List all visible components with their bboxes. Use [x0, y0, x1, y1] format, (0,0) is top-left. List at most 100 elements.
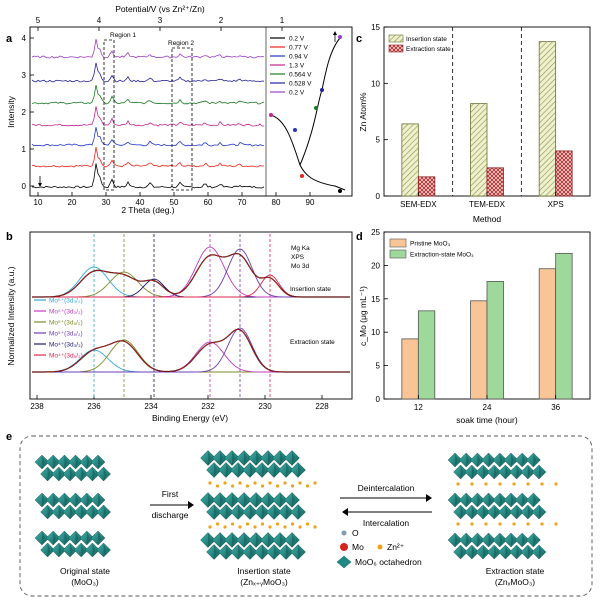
legend-label: Mo⁶⁺(3d₅/₂): [49, 320, 83, 327]
octahedron-shade: [250, 462, 253, 478]
x-tick-label: 10: [34, 198, 43, 207]
octahedron-shade: [75, 493, 79, 507]
bar: [417, 310, 436, 400]
xps-info-1: Mg Ka: [291, 245, 310, 252]
legend-swatch: [388, 44, 404, 53]
zn-ion: [260, 522, 265, 526]
octahedron-shade: [208, 492, 211, 508]
top-tick-label: 3: [158, 16, 163, 25]
zn-ion-icon: [377, 544, 383, 550]
octahedron-shade: [280, 450, 283, 466]
octahedron-shade: [533, 533, 537, 547]
octahedron-shade: [505, 465, 509, 479]
panel-a-top-ticks: 5 4 3 2 1: [36, 16, 285, 31]
octahedron-shade: [511, 493, 514, 507]
octahedron-shade: [483, 465, 486, 479]
zn-ion: [245, 522, 250, 526]
x-tick-label: 24: [483, 403, 492, 412]
zn-ion: [245, 484, 250, 488]
octahedron-shade: [298, 462, 301, 478]
zn-ion: [313, 481, 317, 485]
x-tick-label: 228: [315, 402, 329, 411]
panel-b-xps-curves: [32, 246, 350, 373]
bar: [486, 167, 504, 197]
legend-label: 0.94 V: [289, 54, 308, 61]
octahedron-shade: [75, 455, 79, 469]
bar: [538, 41, 557, 197]
octahedron-shade: [280, 532, 283, 548]
bar: [555, 150, 573, 197]
legend-label: Extraction state: [406, 46, 451, 53]
octahedron-shade: [499, 533, 503, 547]
x-tick-label: XPS: [548, 200, 564, 209]
octahedron-shade: [494, 545, 497, 559]
zn-ion: [290, 484, 295, 488]
octahedron-shade: [250, 544, 253, 560]
octahedron-shade: [483, 545, 486, 559]
octahedron-shade: [92, 543, 96, 557]
zn-ion: [253, 525, 257, 529]
bar: [538, 268, 557, 400]
octahedron-shade: [477, 493, 481, 507]
octahedron-shade: [256, 492, 259, 508]
panel-b-frame: [29, 231, 353, 400]
region-2-box: [171, 47, 193, 191]
octahedron-shade: [58, 543, 62, 557]
x-tick-label: 20: [68, 198, 77, 207]
octahedron-shade: [98, 531, 101, 545]
octahedron-shade: [92, 505, 96, 519]
octahedron-shade: [238, 504, 241, 520]
octahedron-shade: [208, 532, 211, 548]
panel-d-chart: 0 5 10 15 20 25 12 24 36 Pristine MoO₃ Extraction-…: [371, 228, 573, 412]
top-tick-label: 2: [219, 16, 224, 25]
octahedron-shade: [214, 544, 217, 560]
octahedron-shade: [455, 493, 458, 507]
octahedron-shade: [268, 492, 271, 508]
legend-label: 0.2 V: [289, 36, 305, 43]
extraction-fit: [32, 328, 350, 373]
legend-label: Extraction-state MoO₃: [410, 252, 474, 259]
octahedron-shade: [539, 465, 542, 479]
legend-label: Mo⁵⁺(3d₃/₂): [49, 309, 83, 316]
panel-b: b 238 236 234 232 230 228 Binding Energy (eV)…: [6, 231, 353, 423]
octahedron-shade: [455, 453, 458, 467]
octahedron-shade: [86, 493, 90, 507]
xps-component: [32, 271, 350, 298]
point-0-2v: [338, 189, 342, 193]
octahedron-shade: [466, 533, 469, 547]
x-tick-label: 60: [204, 198, 213, 207]
y-tick-label: 5: [376, 362, 381, 371]
octahedron-shade: [238, 462, 241, 478]
x-tick-label: 90: [306, 198, 315, 207]
zn-ion: [512, 482, 516, 486]
y-tick-label: 4: [22, 34, 27, 43]
octahedron-shade: [42, 493, 45, 507]
octahedron-shade: [488, 453, 492, 467]
octahedron-shade: [516, 545, 520, 559]
top-tick-label: 4: [97, 16, 102, 25]
legend-label: Pristine MoO₃: [410, 241, 451, 248]
octahedron-shade: [274, 544, 277, 560]
octahedron-shade: [471, 505, 475, 519]
octahedron-shade: [81, 467, 84, 481]
panel-d: d 0 5 10 15 20 25 12 24 36 Pristine MoO₃ Extractio…: [356, 228, 591, 425]
zn-ion: [275, 522, 280, 526]
octahedron-shade: [64, 455, 68, 469]
octahedron-shade: [53, 531, 56, 545]
bar: [401, 123, 419, 197]
zn-ion: [498, 522, 502, 526]
y-tick-label: 0: [22, 182, 27, 191]
panel-b-x-ticks: 238 236 234 232 230 228: [30, 395, 329, 411]
octahedron-shade: [522, 453, 525, 467]
panel-a-xlabel: 2 Theta (deg.): [121, 205, 174, 215]
octahedron-shade: [262, 504, 265, 520]
octahedron-shade: [220, 450, 223, 466]
octahedron-shade: [98, 455, 101, 469]
y-tick-label: 15: [371, 295, 380, 304]
extraction-state-label: Extraction state: [290, 339, 335, 346]
octahedron-shade: [250, 504, 253, 520]
zn-ion: [540, 522, 544, 526]
octahedron-shade: [483, 505, 486, 519]
deintercalation-label: Deintercalation: [358, 483, 415, 493]
legend-label: 0.2 V: [289, 90, 305, 97]
